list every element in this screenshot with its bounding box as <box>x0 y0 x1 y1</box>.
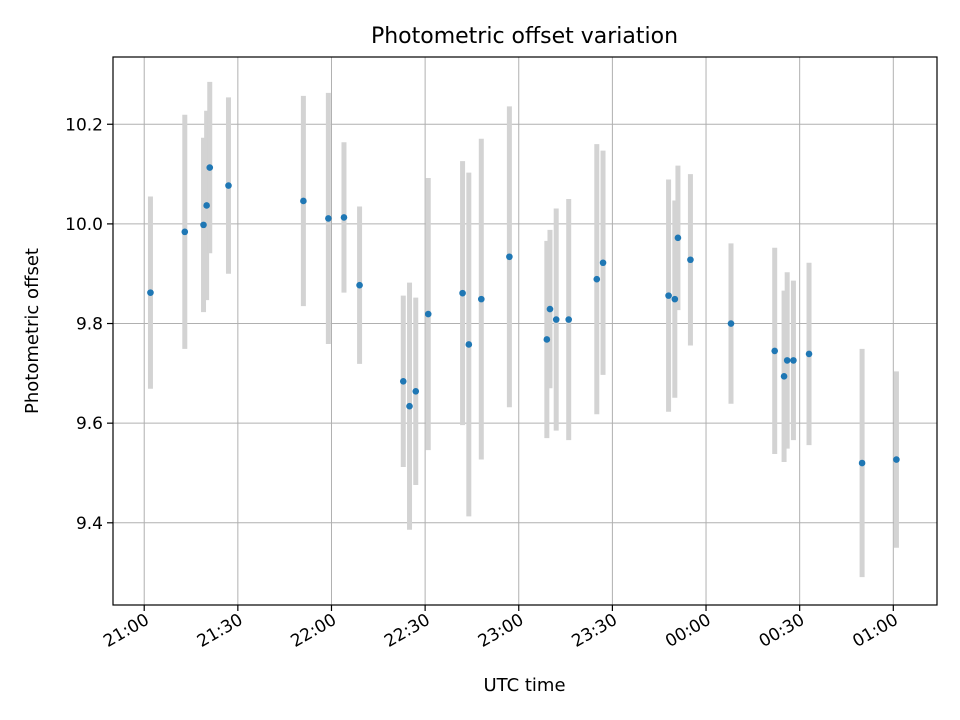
y-axis-label: Photometric offset <box>22 248 43 414</box>
x-tick-label: 22:00 <box>288 610 340 652</box>
data-point <box>687 256 694 264</box>
data-point <box>399 378 407 385</box>
data-point <box>780 373 788 380</box>
x-tick-label: 22:30 <box>381 610 433 652</box>
data-point <box>543 336 551 343</box>
data-point <box>858 459 866 467</box>
grid <box>113 57 937 605</box>
data-point <box>412 387 420 395</box>
data-points <box>147 164 900 467</box>
x-tick-label: 23:30 <box>568 610 620 652</box>
data-point <box>406 402 413 410</box>
x-tick-label: 21:30 <box>194 610 246 652</box>
data-point <box>506 253 513 261</box>
data-point <box>790 357 797 364</box>
data-point <box>671 295 679 303</box>
x-axis-ticks: 21:00 21:30 22:00 22:30 23:00 23:30 00:00 00:30… <box>100 605 902 652</box>
y-tick-label: 9.6 <box>76 414 103 434</box>
data-point <box>893 456 900 463</box>
y-tick-label: 9.4 <box>76 514 103 534</box>
data-point <box>325 215 332 222</box>
data-point <box>771 347 778 355</box>
plot-frame <box>112 56 938 606</box>
data-point <box>356 281 363 289</box>
data-point <box>552 316 560 323</box>
x-tick-label: 21:00 <box>100 610 152 652</box>
data-point <box>459 289 466 297</box>
data-point <box>674 234 682 242</box>
data-point <box>727 320 735 327</box>
data-point <box>206 164 214 171</box>
data-point <box>181 228 189 236</box>
y-tick-label: 9.8 <box>76 315 103 335</box>
data-point <box>203 202 210 209</box>
data-point <box>565 316 572 323</box>
data-point <box>465 341 473 348</box>
data-point <box>783 357 791 364</box>
data-point <box>147 289 154 296</box>
data-point <box>225 182 232 189</box>
x-tick-label: 01:00 <box>849 610 901 652</box>
data-point <box>300 197 307 205</box>
data-point <box>593 275 601 283</box>
data-point <box>478 295 485 303</box>
chart-title: Photometric offset variation <box>371 24 678 49</box>
error-bars <box>147 81 899 578</box>
data-point <box>200 221 207 229</box>
y-tick-label: 10.2 <box>65 115 103 135</box>
data-point <box>665 292 672 299</box>
x-tick-label: 00:00 <box>662 610 714 652</box>
data-point <box>546 305 554 313</box>
data-point <box>805 350 813 358</box>
y-tick-label: 10.0 <box>65 215 103 235</box>
data-point <box>340 214 348 221</box>
x-axis-label: UTC time <box>483 675 565 696</box>
data-point <box>424 310 432 318</box>
y-axis-ticks: 9.4 9.6 9.8 10.0 10.2 <box>65 115 113 534</box>
x-tick-label: 00:30 <box>756 610 808 652</box>
data-point <box>599 259 607 267</box>
x-tick-label: 23:00 <box>475 610 527 652</box>
